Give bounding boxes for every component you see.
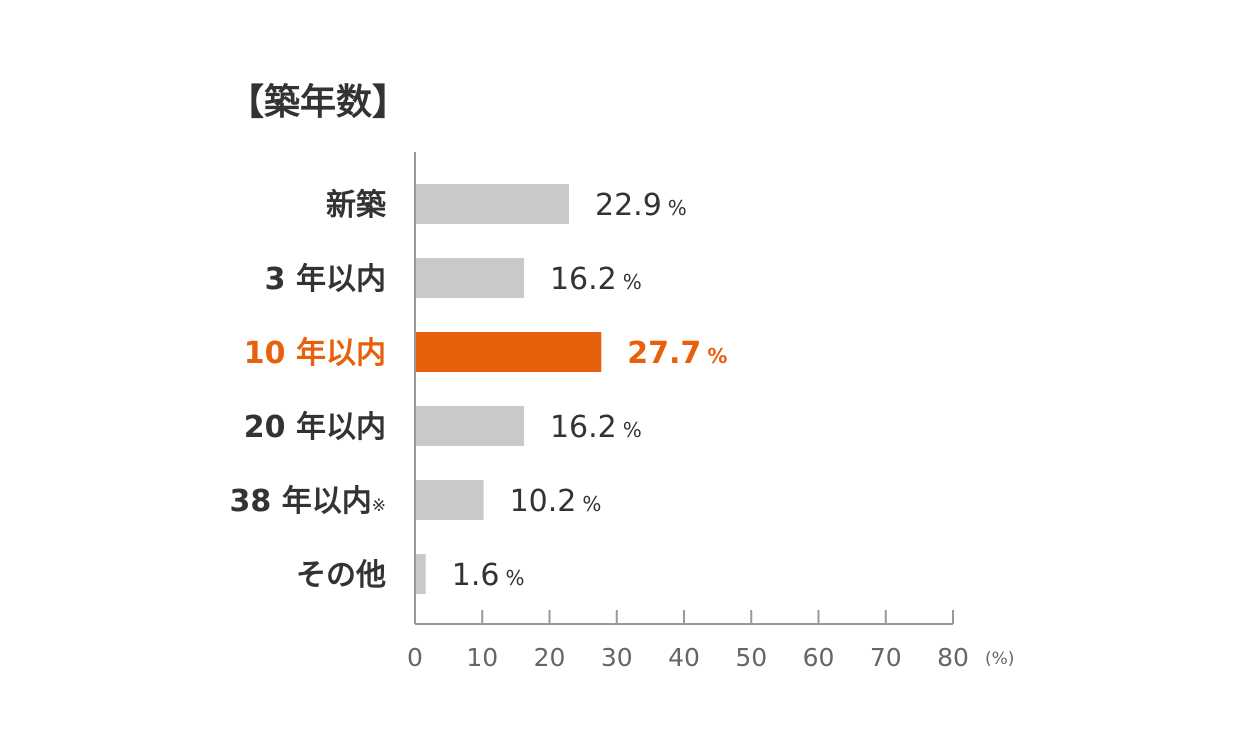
x-tick-label-4: 40: [668, 643, 700, 672]
value-label-0: 22.9%: [595, 188, 687, 223]
bar-2: [415, 332, 602, 372]
value-label-2: 27.7%: [627, 336, 727, 371]
category-text: 3 年以内: [265, 262, 386, 297]
bar-3: [415, 406, 524, 446]
category-label-3: 20 年以内: [244, 410, 386, 445]
value-text: 1.6: [452, 558, 500, 593]
x-tick-label-2: 20: [534, 643, 566, 672]
category-label-4: 38 年以内※: [230, 484, 386, 519]
x-tick-label-7: 70: [870, 643, 902, 672]
value-text: 16.2: [550, 410, 617, 445]
category-label-2: 10 年以内: [244, 336, 386, 371]
category-note: ※: [372, 496, 386, 516]
value-unit: %: [623, 418, 642, 442]
bar-5: [415, 554, 426, 594]
chart-title: 【築年数】: [228, 82, 408, 123]
value-unit: %: [505, 566, 524, 590]
x-tick-label-5: 50: [735, 643, 767, 672]
value-label-3: 16.2%: [550, 410, 642, 445]
category-text: 10 年以内: [244, 336, 386, 371]
value-label-4: 10.2%: [510, 484, 602, 519]
x-tick-label-0: 0: [407, 643, 423, 672]
category-label-1: 3 年以内: [265, 262, 386, 297]
value-text: 22.9: [595, 188, 662, 223]
value-label-5: 1.6%: [452, 558, 525, 593]
category-text: 38 年以内: [230, 484, 372, 519]
value-unit: %: [707, 344, 727, 368]
x-axis: 0 10 20 30 40 50 60 70 80 (%): [407, 152, 1014, 672]
category-text: その他: [296, 558, 386, 593]
value-text: 27.7: [627, 336, 701, 371]
category-label-5: その他: [296, 558, 386, 593]
value-unit: %: [623, 270, 642, 294]
value-unit: %: [582, 492, 601, 516]
value-unit: %: [668, 196, 687, 220]
bar-0: [415, 184, 570, 224]
value-text: 10.2: [510, 484, 577, 519]
x-tick-label-1: 10: [466, 643, 498, 672]
value-text: 16.2: [550, 262, 617, 297]
bar-1: [415, 258, 524, 298]
x-tick-label-8: 80: [937, 643, 969, 672]
value-label-1: 16.2%: [550, 262, 642, 297]
x-tick-label-3: 30: [601, 643, 633, 672]
category-text: 20 年以内: [244, 410, 386, 445]
x-tick-label-6: 60: [803, 643, 835, 672]
category-label-0: 新築: [326, 188, 387, 223]
category-text: 新築: [326, 188, 387, 223]
bar-4: [415, 480, 484, 520]
x-axis-unit: (%): [985, 649, 1014, 669]
bars-layer: 新築 22.9 % 3 年以内 16.2 % 10 年以内 27.7 % 20 年以内 16.2 % 3…: [230, 184, 727, 594]
